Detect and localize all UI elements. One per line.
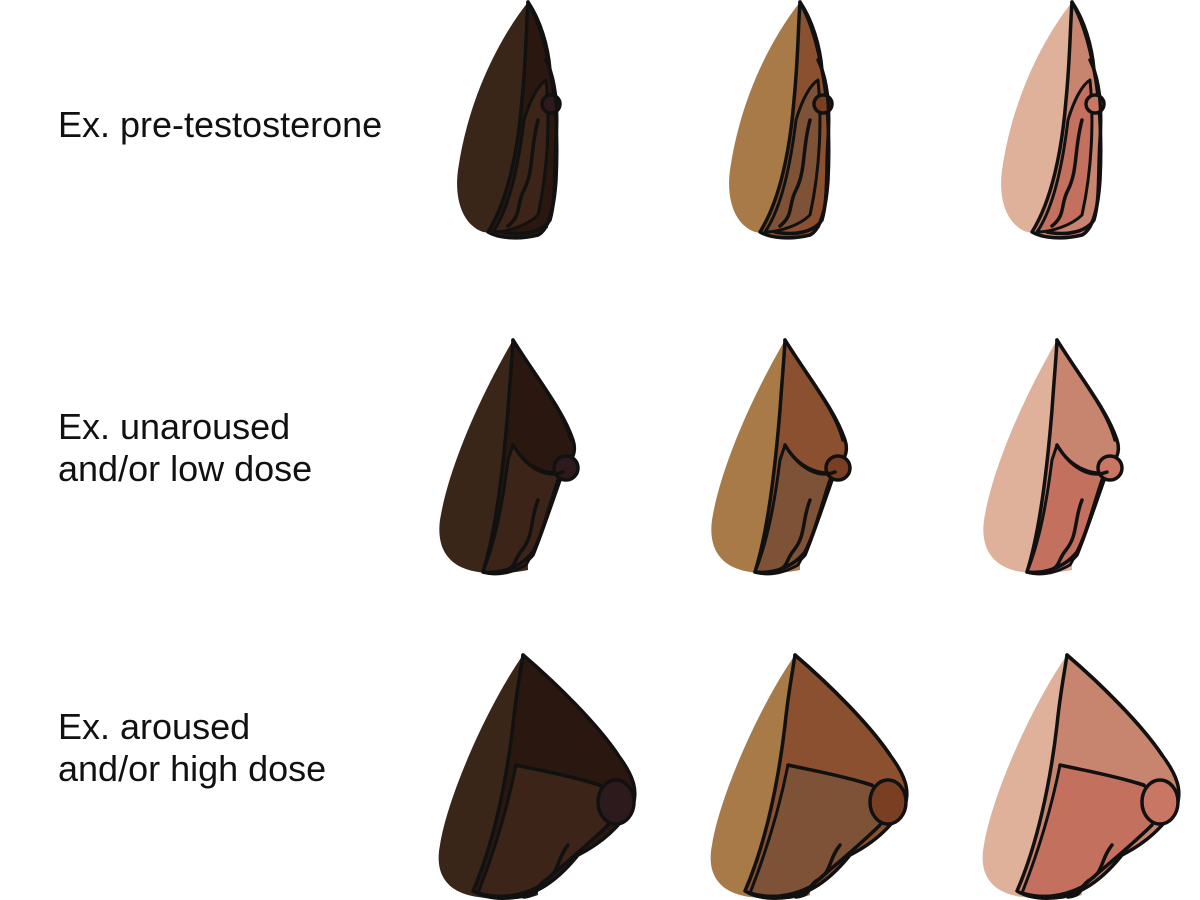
outline-stroke-1	[501, 58, 559, 236]
outline-stroke-1	[514, 763, 602, 787]
row-label-high-dose: Ex. aroused and/or high dose	[58, 706, 327, 789]
outline-stroke-2	[1050, 118, 1084, 228]
outline-stroke-0	[526, 0, 550, 62]
tip-shape	[1140, 778, 1180, 826]
outline-stroke-3	[522, 843, 570, 899]
fold-shape	[491, 78, 550, 234]
outline-stroke-1	[1045, 58, 1103, 236]
outline-stroke-0	[521, 653, 620, 757]
outline-stroke-1	[1055, 443, 1109, 476]
fold-shape	[1035, 78, 1094, 234]
tip-shape	[1096, 454, 1124, 482]
illustration-low-dose-deep	[439, 338, 580, 576]
row-label-low-dose: Ex. unaroused and/or low dose	[58, 406, 313, 489]
outline-stroke-0	[783, 338, 845, 442]
row-label-pre-testosterone: Ex. pre-testosterone	[58, 104, 383, 145]
outline-stroke-0	[1065, 653, 1164, 757]
illustration-high-dose-light	[982, 653, 1181, 900]
outline-stroke-0	[798, 0, 822, 62]
outline-stroke-3	[1066, 843, 1114, 899]
outline-stroke-1	[783, 443, 837, 476]
tip-shape	[868, 778, 908, 826]
outline-stroke-1	[1058, 763, 1146, 787]
fold-shape	[763, 78, 822, 234]
outline-stroke-3	[1042, 498, 1084, 574]
illustration-pre-testosterone-light	[1001, 0, 1106, 240]
outline-stroke-2	[778, 118, 812, 228]
outline-stroke-3	[794, 843, 842, 899]
tip-shape	[596, 778, 636, 826]
illustration-pre-testosterone-deep	[457, 0, 562, 240]
illustration-low-dose-medium	[711, 338, 852, 576]
illustration-high-dose-deep	[438, 653, 637, 900]
outline-stroke-1	[511, 443, 565, 476]
illustration-high-dose-medium	[710, 653, 909, 900]
outline-stroke-3	[770, 498, 812, 574]
outline-stroke-0	[511, 338, 573, 442]
outline-stroke-2	[506, 118, 540, 228]
outline-stroke-0	[793, 653, 892, 757]
tip-shape	[552, 454, 580, 482]
outline-stroke-1	[773, 58, 831, 236]
illustration-pre-testosterone-medium	[729, 0, 834, 240]
outline-stroke-0	[1070, 0, 1094, 62]
outline-stroke-3	[498, 498, 540, 574]
outline-stroke-0	[1055, 338, 1117, 442]
outline-stroke-1	[786, 763, 874, 787]
tip-shape	[824, 454, 852, 482]
illustration-low-dose-light	[983, 338, 1124, 576]
